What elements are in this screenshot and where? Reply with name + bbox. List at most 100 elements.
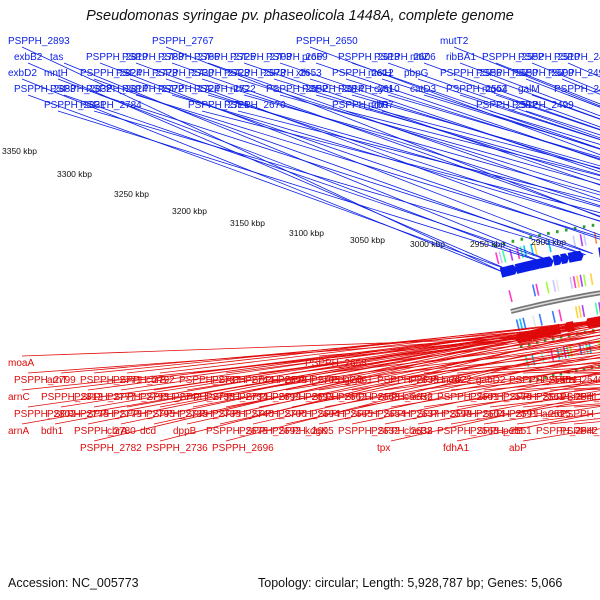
gene-label: exbD2 <box>8 68 37 79</box>
cog-feature <box>545 281 550 294</box>
gene-leader-line <box>21 78 504 273</box>
gene-label: PSPPH_2561 <box>503 392 565 403</box>
gene-leader-line <box>318 331 600 357</box>
cog-feature <box>574 306 579 319</box>
gene-label: PSPPH_2636 <box>371 392 433 403</box>
gc-dot <box>559 372 563 376</box>
gene-label: mltR <box>368 100 389 111</box>
gc-dot <box>598 364 600 368</box>
gene-label: PSPPH_2494 <box>554 84 600 95</box>
gene-leader-line <box>93 78 586 256</box>
gene-leader-line <box>318 363 600 425</box>
gene-leader-line <box>279 62 600 173</box>
cog-feature <box>579 234 584 247</box>
gene-label: cheB2 <box>404 426 433 437</box>
gene-label: PSPPH_2766 <box>158 52 220 63</box>
gene-leader-line <box>423 62 600 128</box>
gene-label: PSPPH_2622 <box>410 375 472 386</box>
accession-label: Accession: NC_005773 <box>8 576 139 590</box>
gene-leader-line <box>489 78 600 120</box>
gene-leader-line <box>381 110 600 169</box>
gene-leader-line <box>93 110 586 256</box>
gene-label: PSPPH_2670 <box>224 100 286 111</box>
gene-label: mutT2 <box>440 36 469 47</box>
gene-leader-line <box>456 387 600 408</box>
gene-label: proP <box>302 52 323 63</box>
gene-leader-line <box>318 347 600 391</box>
gene-label: PSPPH_2668 <box>338 392 400 403</box>
cog-feature <box>518 318 524 331</box>
gene-label: glgB <box>344 375 364 386</box>
gene-leader-line <box>387 94 600 158</box>
gene-label: PSPPH_2601 <box>437 392 499 403</box>
gene-label: PSPPH_2742 <box>140 392 202 403</box>
gene-label: PSPPH_2773 <box>116 68 178 79</box>
gene-label: PSPPH_2694 <box>278 409 340 420</box>
gene-label: PSPPH_2540 <box>542 375 600 386</box>
gc-dot <box>494 244 497 248</box>
gene-label: PSPPH_2792 <box>113 375 175 386</box>
gene-label: PSPPH_2525 <box>509 409 571 420</box>
gene-label: araG <box>542 409 564 420</box>
gene-label: PSPPH_2772 <box>122 84 184 95</box>
gene-label: cheR2 <box>404 392 433 403</box>
gene-leader-line <box>309 78 600 170</box>
gc-dot <box>528 379 532 383</box>
gene-label: cbrB <box>146 375 167 386</box>
gene-label: PSPPH_2669 <box>266 52 328 63</box>
gene-leader-line <box>153 326 600 425</box>
gene-leader-line <box>27 336 527 408</box>
gene-leader-line <box>225 325 600 374</box>
kbp-tick-label: 3250 kbp <box>114 189 149 199</box>
kbp-tick-label: 3050 kbp <box>350 235 385 245</box>
gene-label: PSPPH_2824 <box>80 68 142 79</box>
gene-label: xth <box>296 68 309 79</box>
gene-label: PSPPH_2784 <box>80 100 142 111</box>
gene-leader-line <box>21 46 504 273</box>
forward-strand-genes <box>499 247 600 278</box>
gene-label: PSPPH_2665 <box>311 409 373 420</box>
cog-feature <box>535 283 540 296</box>
gene-label: PSPPH_2517 <box>560 426 600 437</box>
gene-label: PSPPH_2693 <box>272 392 334 403</box>
kbp-ticks: 3350 kbp 3300 kbp 3250 kbp 3200 kbp 3150 kbp… <box>2 146 566 249</box>
gene-label: PSPPH_2703 <box>230 52 292 63</box>
gene-arrow <box>507 264 518 276</box>
gene-label: ribBA1 <box>446 52 476 63</box>
gene-label: PSPPH_2510 <box>518 52 580 63</box>
gene-label: PSPPH_2819 <box>86 52 148 63</box>
gene-label: PSPPH_2802 <box>14 409 76 420</box>
gene-leader-line <box>381 78 600 150</box>
kbp-tick-label: 3150 kbp <box>230 218 265 228</box>
gene-label: PSPPH_2551 <box>470 426 532 437</box>
kbp-tick-label: 3200 kbp <box>172 206 207 216</box>
gene-label: PSPPH_2612 <box>332 68 394 79</box>
gene-label: polB <box>503 426 523 437</box>
gene-leader-line <box>351 372 600 425</box>
gc-dot <box>582 225 586 229</box>
gene-label: mntH <box>44 68 68 79</box>
gc-dot <box>511 239 515 243</box>
gene-label: PSPPH_2555 <box>509 375 571 386</box>
gene-leader-line <box>423 357 600 374</box>
gene-leader-line <box>351 94 600 167</box>
gc-dot <box>543 339 547 343</box>
gene-label: PSPPH_2812 <box>41 392 103 403</box>
gene-leader-line <box>324 340 600 374</box>
cog-feature <box>519 246 524 259</box>
gene-label: PSPPH_2767 <box>152 36 214 47</box>
gene-label: pbpG <box>404 68 429 79</box>
gene-label: PSPPH_2496 <box>548 68 600 79</box>
gene-label: PSPPH_2606 <box>374 52 436 63</box>
gc-dot <box>564 228 568 232</box>
gene-leader-line <box>495 94 600 131</box>
gene-label: dcd <box>140 426 156 437</box>
forward-feature-strip <box>508 273 594 303</box>
gc-dot <box>520 237 524 241</box>
forward-gene-labels: PSPPH_2893 exbB2 exbD2 PSPPH_2883 tas mntH PSP… <box>8 36 600 273</box>
gene-label: PSPPH_2721 <box>188 100 250 111</box>
gene-label: PSPPH_2780 <box>74 426 136 437</box>
cog-feature <box>495 252 500 265</box>
